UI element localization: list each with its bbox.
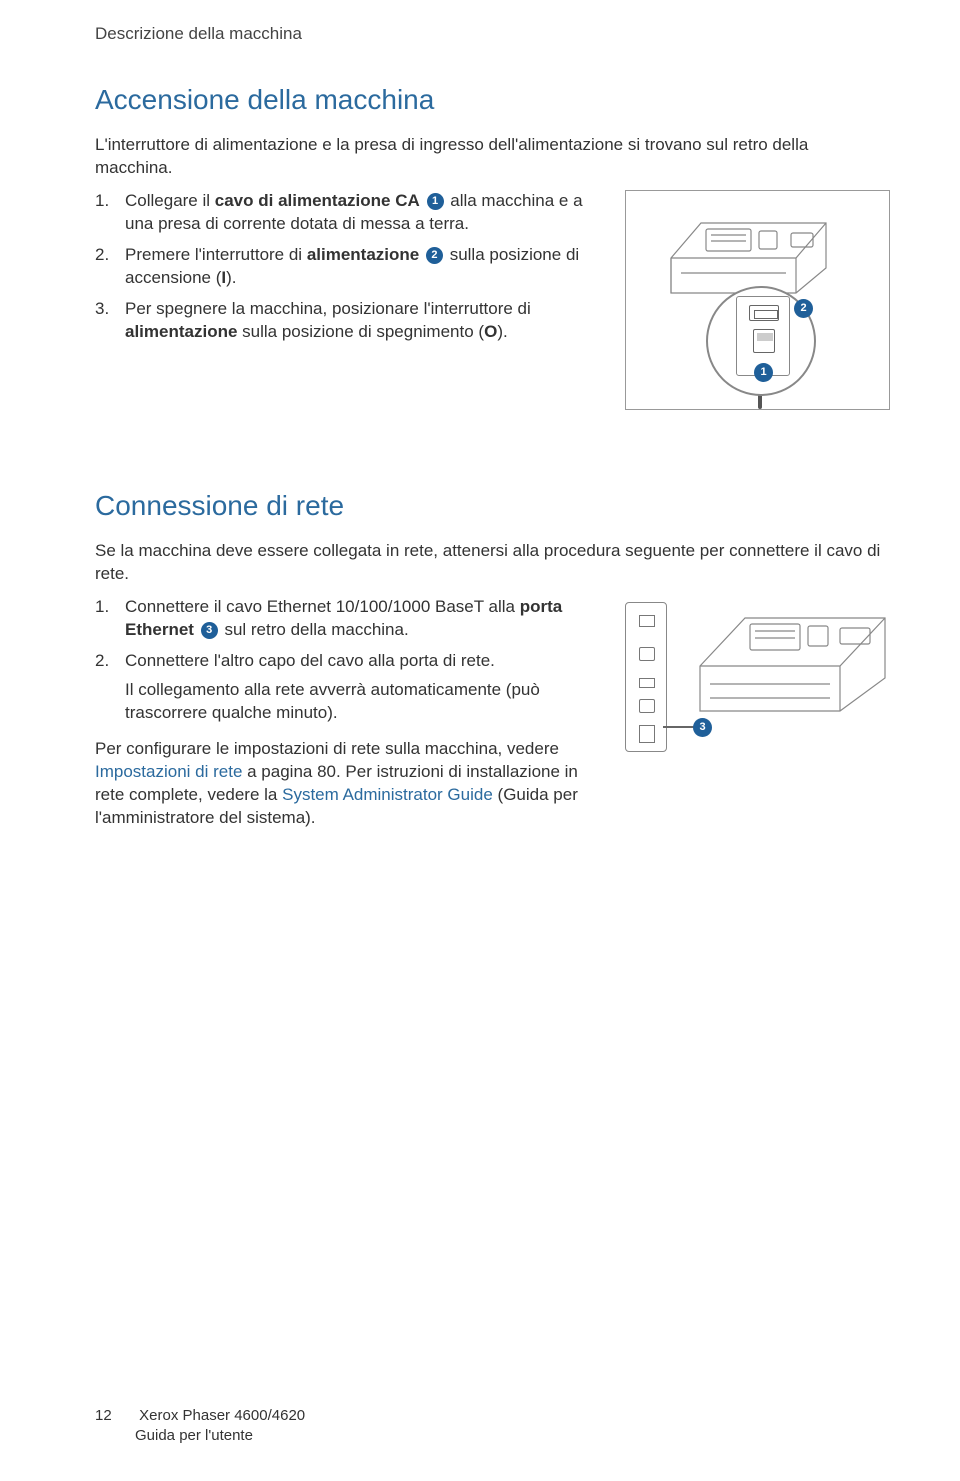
lead-line xyxy=(663,726,697,728)
step1-text-a: Collegare il xyxy=(125,191,215,210)
net-step-2: Connettere l'altro capo del cavo alla po… xyxy=(95,650,607,725)
step-1: Collegare il cavo di alimentazione CA 1 … xyxy=(95,190,607,236)
step3-text-a: Per spegnere la macchina, posizionare l'… xyxy=(125,299,531,318)
port-icon xyxy=(639,615,655,627)
badge-1: 1 xyxy=(427,193,444,210)
step-3: Per spegnere la macchina, posizionare l'… xyxy=(95,298,607,344)
diagram-power: 2 1 xyxy=(625,190,890,410)
callout-3: 3 xyxy=(693,718,712,737)
step3-text-e: ). xyxy=(497,322,507,341)
netstep2-text-a: Connettere l'altro capo del cavo alla po… xyxy=(125,651,495,670)
para-p1: Per configurare le impostazioni di rete … xyxy=(95,739,559,758)
section2-intro: Se la macchina deve essere collegata in … xyxy=(95,540,890,586)
printer-illustration-2 xyxy=(690,606,890,716)
step2-text-e: ). xyxy=(226,268,236,287)
callout-2: 2 xyxy=(794,299,813,318)
step3-bold-d: O xyxy=(484,322,497,341)
config-para: Per configurare le impostazioni di rete … xyxy=(95,738,607,830)
netstep1-text-a: Connettere il cavo Ethernet 10/100/1000 … xyxy=(125,597,520,616)
port-panel xyxy=(625,602,667,752)
netstep1-text-c: sul retro della macchina. xyxy=(224,620,408,639)
step-2: Premere l'interruttore di alimentazione … xyxy=(95,244,607,290)
step1-bold: cavo di alimentazione CA xyxy=(215,191,420,210)
page-footer: 12 Xerox Phaser 4600/4620 Guida per l'ut… xyxy=(95,1406,305,1445)
page-header: Descrizione della macchina xyxy=(95,24,890,44)
port-icon xyxy=(639,699,655,713)
footer-line2: Guida per l'utente xyxy=(135,1426,253,1446)
port-icon xyxy=(639,647,655,661)
port-icon xyxy=(639,678,655,688)
link-impostazioni[interactable]: Impostazioni di rete xyxy=(95,762,242,781)
badge-3: 3 xyxy=(201,622,218,639)
printer-illustration-1 xyxy=(651,203,841,298)
link-admin-guide[interactable]: System Administrator Guide xyxy=(282,785,493,804)
step2-text-a: Premere l'interruttore di xyxy=(125,245,307,264)
step2-bold: alimentazione xyxy=(307,245,419,264)
netstep2-sub: Il collegamento alla rete avverrà automa… xyxy=(125,679,607,725)
power-switch-icon xyxy=(753,329,775,353)
power-inlet-icon xyxy=(749,305,779,321)
footer-line1: Xerox Phaser 4600/4620 xyxy=(139,1407,305,1424)
diagram-network: 3 xyxy=(625,596,890,796)
section1-intro: L'interruttore di alimentazione e la pre… xyxy=(95,134,890,180)
ethernet-port-icon xyxy=(639,725,655,743)
badge-2: 2 xyxy=(426,247,443,264)
net-step-1: Connettere il cavo Ethernet 10/100/1000 … xyxy=(95,596,607,642)
page-number: 12 xyxy=(95,1406,135,1426)
section2-steps: Connettere il cavo Ethernet 10/100/1000 … xyxy=(95,596,607,725)
step3-text-c: sulla posizione di spegnimento ( xyxy=(237,322,484,341)
section-title-network: Connessione di rete xyxy=(95,490,890,522)
section1-steps: Collegare il cavo di alimentazione CA 1 … xyxy=(95,190,607,344)
section-title-power: Accensione della macchina xyxy=(95,84,890,116)
callout-1: 1 xyxy=(754,363,773,382)
step3-bold: alimentazione xyxy=(125,322,237,341)
